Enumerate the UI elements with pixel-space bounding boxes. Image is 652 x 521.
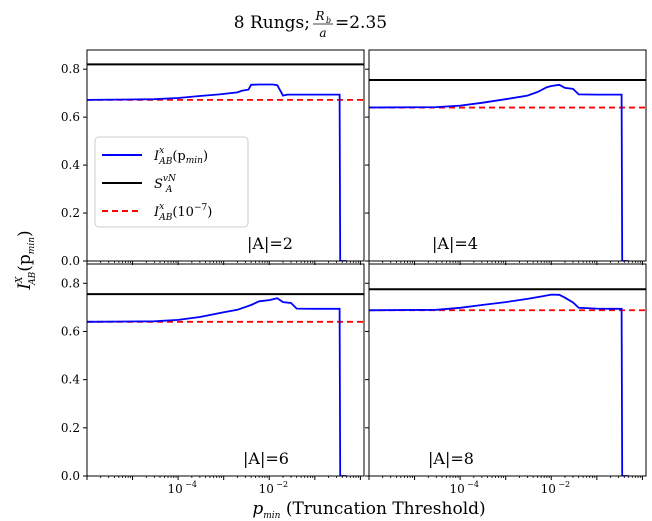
ylabel-sub: AB [28, 271, 38, 285]
ylabel-close: ) [15, 230, 35, 237]
legend-entry-mi: Ix AB(pmin) [102, 146, 208, 167]
legend-entry-ref: Ix AB(10−7) [102, 202, 212, 223]
x-tick-label: 10 [259, 482, 274, 496]
x-tick-exponent: −2 [558, 480, 570, 489]
legend-box [94, 136, 249, 228]
legend-entry-svn: SvN A [102, 174, 177, 195]
mi-series-line [87, 297, 347, 476]
x-tick-exponent: −2 [276, 480, 288, 489]
title-frac-den: a [319, 26, 326, 40]
title-frac-num-sub: b [326, 16, 331, 25]
y-tick-label: 0.6 [61, 110, 80, 124]
panel-1: 0.0 0.2 0.4 0.6 0.8 |A|=2 [61, 49, 365, 268]
panel-label: |A|=4 [432, 234, 478, 253]
axes-frame [368, 49, 647, 262]
ylabel-sup: X [15, 276, 25, 284]
legend-label: SvN A [154, 174, 177, 195]
x-tick-label: 10 [167, 482, 182, 496]
panel-label: |A|=2 [247, 234, 293, 253]
ylabel-arg: (p [15, 254, 35, 272]
y-tick-label: 0.0 [61, 254, 80, 268]
plot-area [369, 288, 646, 476]
ylabel-var: I [15, 283, 35, 291]
mi-series-line [369, 83, 629, 261]
panel-3: 0.00.20.40.60.810 −4 10 −2|A|=6 [61, 263, 365, 496]
legend-label: Ix AB(pmin) [153, 146, 208, 167]
y-axis-label: IX AB(pmin) [15, 230, 38, 290]
x-tick-exponent: −4 [467, 480, 479, 489]
y-tick-label: 0.4 [61, 373, 80, 387]
y-tick-label: 0.6 [61, 324, 80, 338]
plot-area [87, 293, 364, 476]
y-tick-label: 0.2 [61, 206, 80, 220]
x-tick-exponent: −4 [185, 480, 197, 489]
title-value: =2.35 [335, 13, 387, 33]
y-tick-label: 0.2 [61, 421, 80, 435]
axes-frame [368, 263, 647, 477]
x-tick-label: 10 [449, 482, 464, 496]
title-frac-num: R [314, 9, 324, 23]
title-main: 8 Rungs; [234, 13, 310, 33]
x-axis-label: pmin (Truncation Threshold) [252, 499, 485, 521]
ylabel-arg-sub: min [27, 237, 37, 254]
panels: 0.0 0.2 0.4 0.6 0.8 |A|=2 |A|=4 0.0 0.2 0.4 0.6 0.8… [61, 49, 647, 496]
axes-frame [86, 49, 365, 262]
mi-series-line [369, 293, 629, 476]
panel-label: |A|=8 [428, 449, 474, 468]
title-fraction: R b a [313, 9, 333, 40]
legend-label: Ix AB(10−7) [153, 202, 212, 223]
axes-frame [86, 263, 365, 477]
panel-2: |A|=4 [365, 49, 647, 265]
plot-area [369, 78, 646, 261]
xlabel-text: (Truncation Threshold) [280, 499, 485, 519]
y-tick-label: 0.0 [61, 469, 80, 483]
y-tick-label: 0.8 [61, 62, 80, 76]
plot-area [87, 63, 364, 261]
panel-4: 10 −4 10 −2|A|=8 [365, 263, 647, 496]
xlabel-var: p [252, 499, 263, 519]
y-tick-label: 0.8 [61, 276, 80, 290]
legend: Ix AB(pmin) SvN A Ix AB(10−7) [94, 136, 249, 228]
mi-series-line [87, 83, 347, 261]
x-tick-label: 10 [541, 482, 556, 496]
panel-label: |A|=6 [243, 449, 289, 468]
y-tick-label: 0.4 [61, 158, 80, 172]
xlabel-var-sub: min [263, 511, 280, 521]
